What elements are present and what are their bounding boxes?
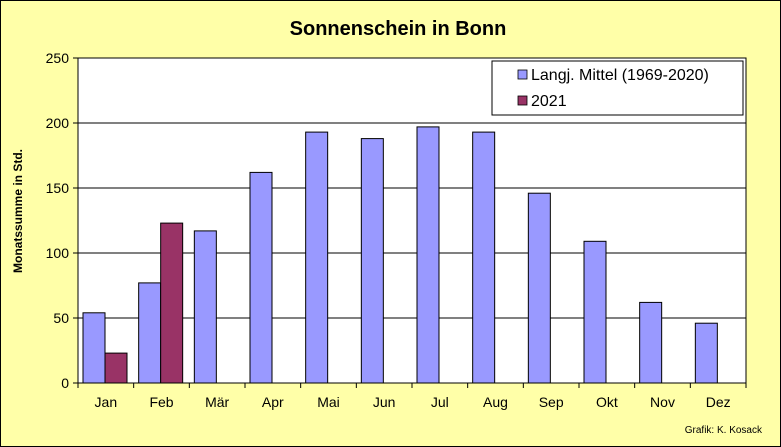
bar-mittel-nov [639, 301, 663, 384]
y-axis-ticks: 0 50 100 150 200 250 [46, 50, 78, 391]
x-tick-label: Mär [205, 394, 229, 410]
bar-mittel-jun [360, 138, 384, 384]
y-tick-label: 250 [46, 50, 70, 66]
bar-mittel-sep [527, 192, 551, 384]
legend-label-2021: 2021 [531, 93, 567, 110]
legend-box [491, 60, 744, 116]
x-tick-label: Apr [262, 394, 284, 410]
y-tick-label: 50 [53, 310, 69, 326]
x-axis-ticks: Jan Feb Mär Apr Mai Jun Jul Aug Sep Okt Nov Dez [77, 383, 747, 410]
bar-mittel-jul [416, 126, 440, 384]
y-tick-label: 100 [46, 245, 70, 261]
bar-mittel-mär [193, 230, 217, 384]
bar-mittel-feb [138, 282, 162, 384]
x-tick-label: Jun [373, 394, 396, 410]
bar-mittel-mai [305, 131, 329, 384]
bar-mittel-jan [82, 312, 106, 384]
x-tick-label: Okt [596, 394, 618, 410]
legend-swatch-2021 [517, 95, 528, 106]
legend-label-mittel: Langj. Mittel (1969-2020) [531, 67, 709, 84]
x-tick-label: Mai [317, 394, 340, 410]
bar-2021-jan [104, 352, 128, 384]
x-tick-label: Jul [431, 394, 449, 410]
bar-mittel-dez [694, 322, 718, 384]
chart-title: Sonnenschein in Bonn [290, 18, 507, 40]
legend-swatch-mittel [517, 69, 528, 80]
x-tick-label: Dez [706, 394, 731, 410]
x-tick-label: Jan [95, 394, 118, 410]
credit-text: Grafik: K. Kosack [685, 425, 763, 436]
y-tick-label: 150 [46, 180, 70, 196]
bars [82, 126, 718, 384]
gridlines [78, 122, 746, 319]
y-tick-label: 0 [61, 375, 69, 391]
x-tick-label: Feb [149, 394, 173, 410]
x-tick-label: Aug [483, 394, 508, 410]
legend: Langj. Mittel (1969-2020) 2021 [491, 60, 744, 116]
y-axis-label: Monatssumme in Std. [11, 149, 25, 273]
bar-2021-feb [160, 222, 184, 384]
bar-mittel-apr [249, 171, 273, 384]
x-tick-label: Nov [650, 394, 675, 410]
bar-mittel-okt [583, 240, 607, 384]
x-tick-label: Sep [539, 394, 564, 410]
bar-mittel-aug [472, 131, 496, 384]
y-tick-label: 200 [46, 115, 70, 131]
